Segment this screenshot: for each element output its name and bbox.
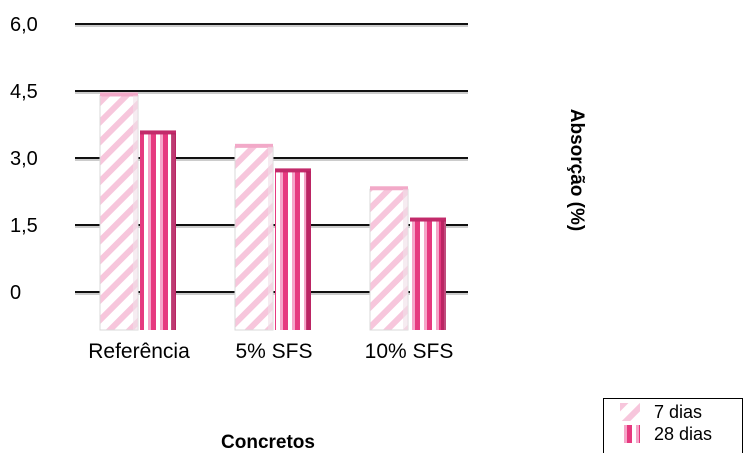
bar-28-dias-1 bbox=[275, 168, 311, 330]
bar-28-dias-2 bbox=[410, 217, 446, 330]
y-tick-label: 4,5 bbox=[10, 81, 38, 103]
x-axis-title: Concretos bbox=[221, 432, 315, 453]
x-tick-labels: Referência 5% SFS 10% SFS bbox=[88, 340, 453, 363]
y-axis-title: Absorção (%) bbox=[566, 109, 587, 231]
legend: 7 dias 28 dias bbox=[603, 398, 743, 453]
bar-7-dias-2 bbox=[369, 186, 409, 331]
legend-item-28-dias: 28 dias bbox=[620, 423, 712, 445]
y-tick-label: 3,0 bbox=[10, 148, 38, 170]
y-tick-label: 0 bbox=[10, 282, 21, 304]
legend-swatch-7-dias bbox=[620, 403, 640, 421]
bar-7-dias-0 bbox=[99, 92, 139, 331]
bars bbox=[99, 92, 446, 331]
y-tick-label: 1,5 bbox=[10, 215, 38, 237]
x-tick-label: Referência bbox=[88, 340, 190, 363]
legend-label-28-dias: 28 dias bbox=[654, 424, 713, 444]
bar-7-dias-1 bbox=[234, 143, 274, 331]
legend-swatch-28-dias bbox=[620, 425, 640, 443]
legend-item-7-dias: 7 dias bbox=[620, 401, 702, 423]
y-tick-label: 6,0 bbox=[10, 14, 38, 36]
bar-28-dias-0 bbox=[140, 130, 176, 330]
legend-label-7-dias: 7 dias bbox=[654, 402, 703, 422]
x-tick-label: 10% SFS bbox=[365, 340, 454, 363]
x-tick-label: 5% SFS bbox=[235, 340, 312, 363]
y-tick-labels: 0 1,5 3,0 4,5 6,0 bbox=[10, 14, 38, 304]
